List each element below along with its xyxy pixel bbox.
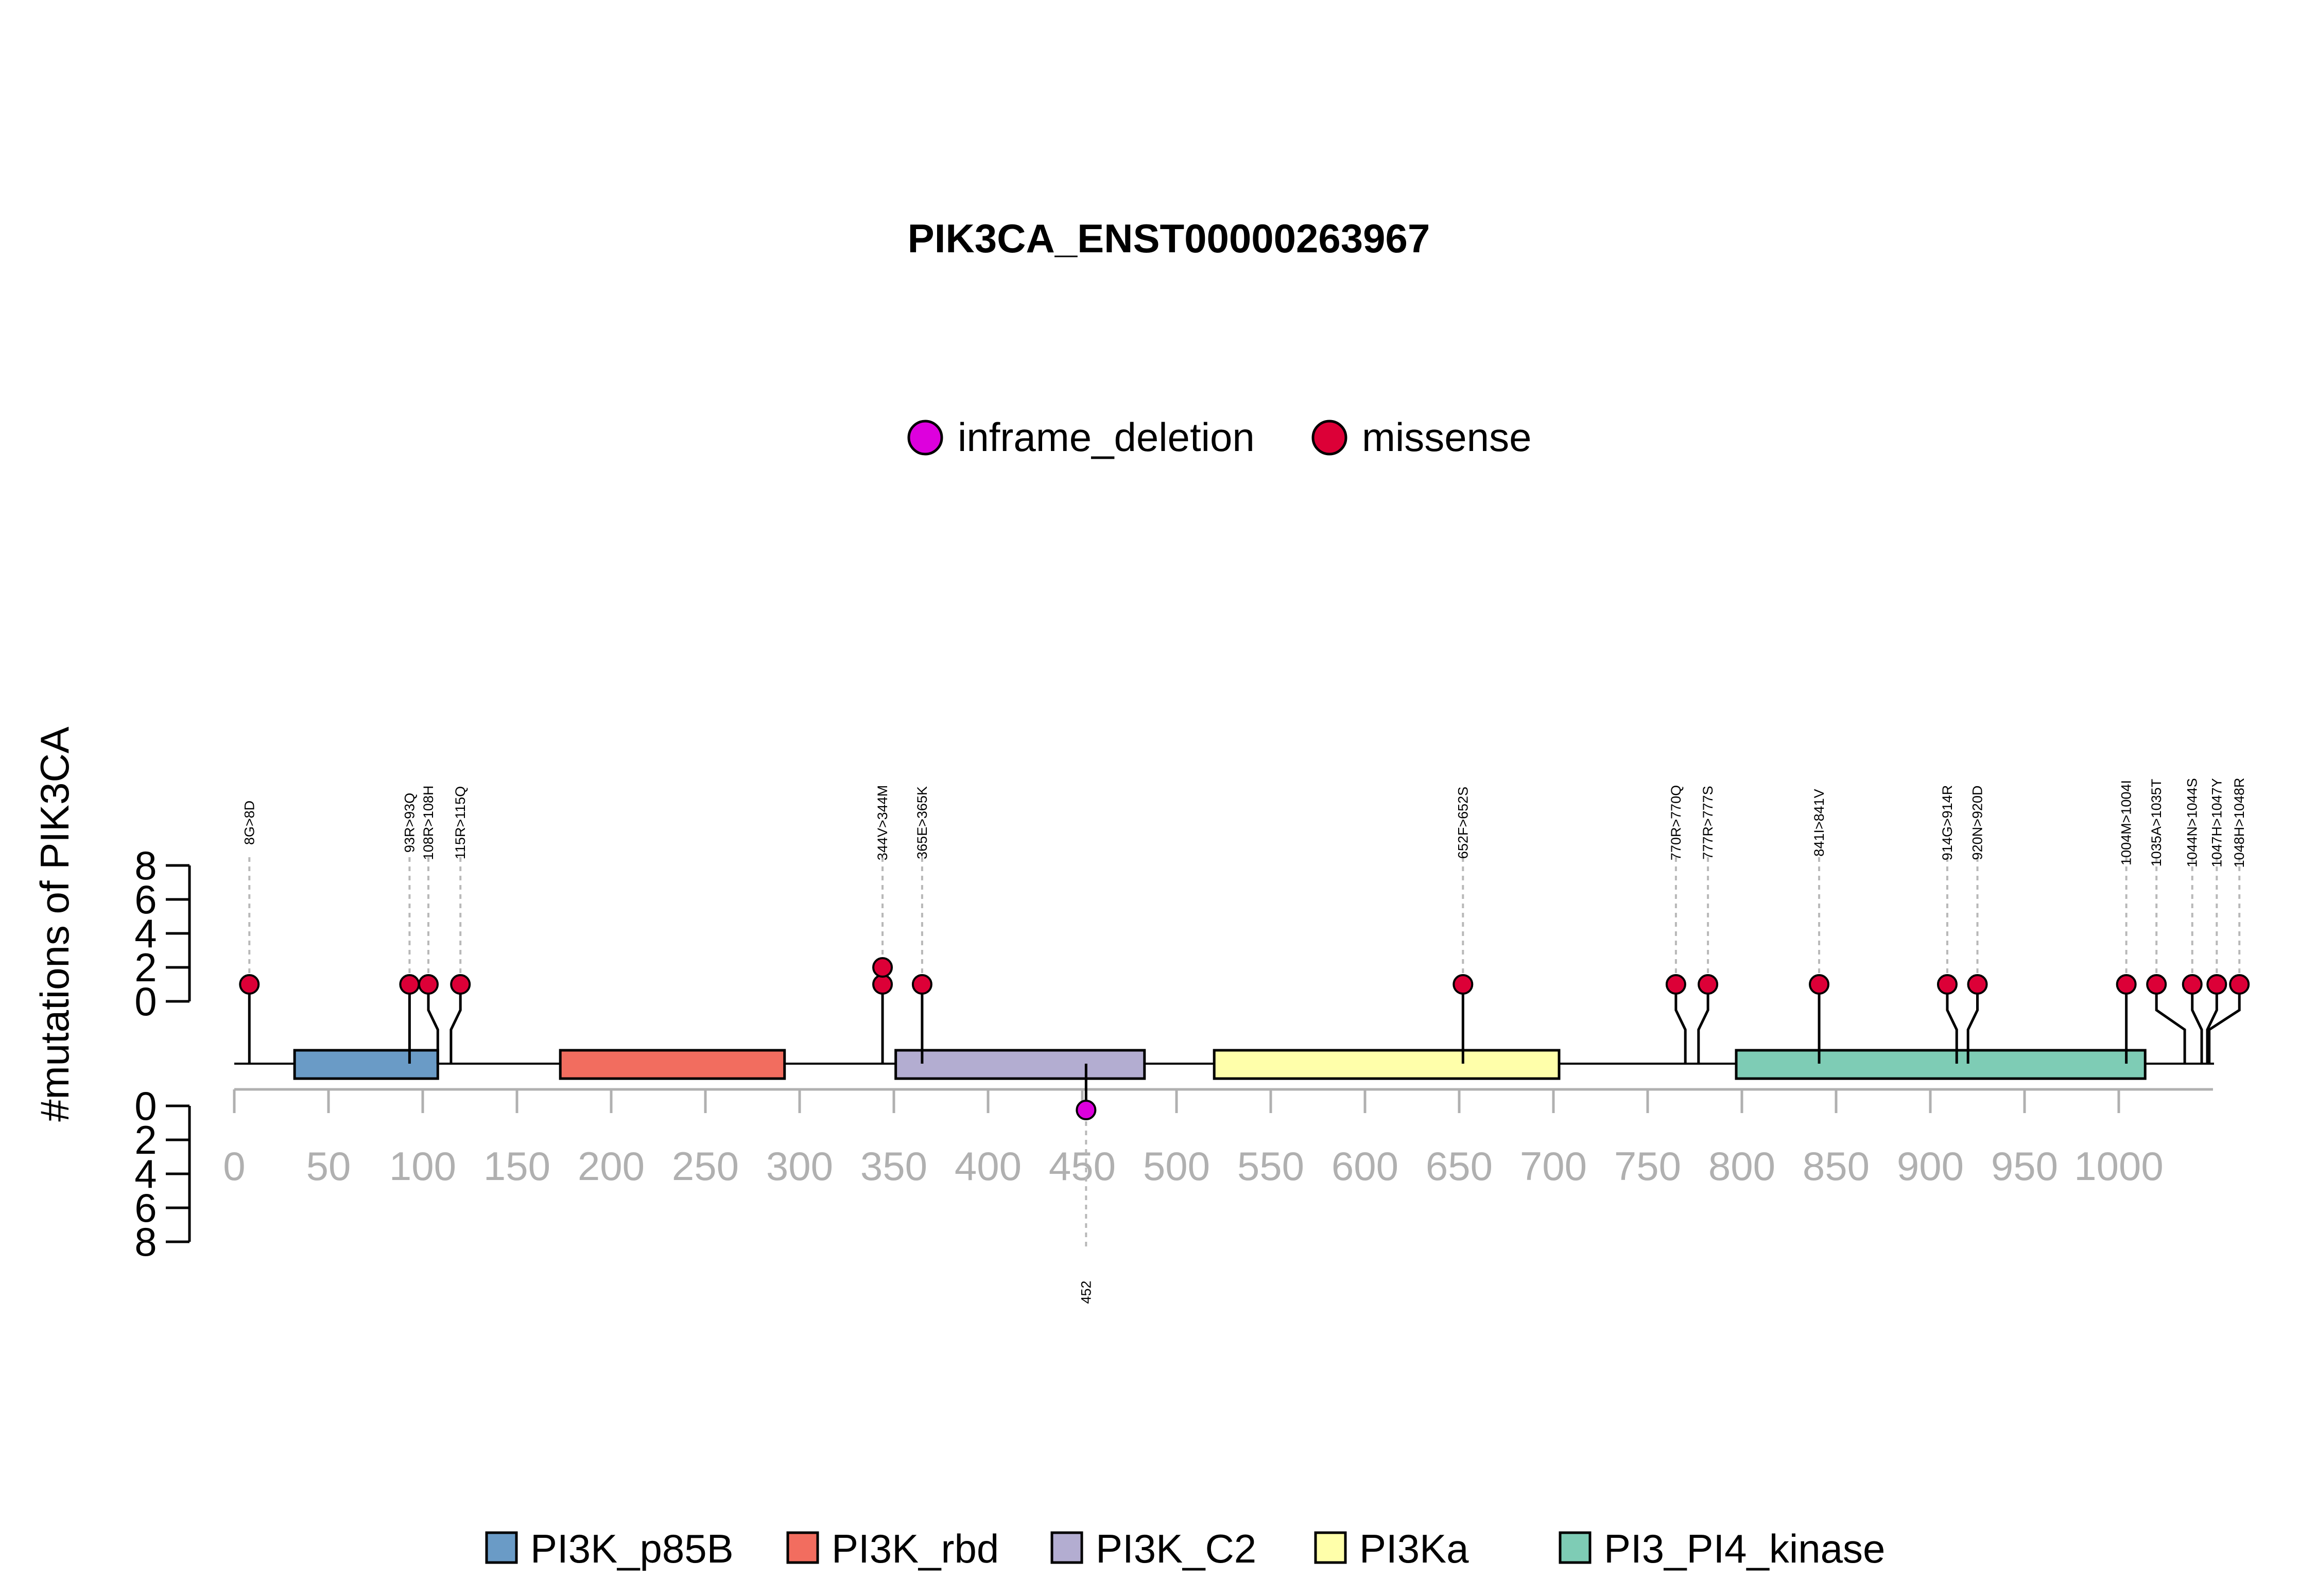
legend-inframe-deletion-marker [909, 421, 942, 454]
mutation-label: 1048H>1048R [2232, 778, 2247, 868]
mutation-label: 841I>841V [1811, 789, 1827, 856]
legend-label-pi3k-rbd: PI3K_rbd [832, 1526, 999, 1571]
x-tick-label: 400 [955, 1143, 1022, 1189]
legend-swatch-pi3k-p85b [487, 1533, 516, 1563]
mutation-marker-missense [913, 975, 931, 994]
x-tick-label: 1000 [2074, 1143, 2164, 1189]
x-tick-label: 300 [766, 1143, 833, 1189]
legend-inframe-deletion-label: inframe_deletion [958, 414, 1255, 460]
mutation-label: 1044N>1044S [2185, 778, 2200, 867]
mutation-label: 777R>777S [1700, 786, 1716, 859]
domain-legend: PI3K_p85B PI3K_rbd PI3K_C2 PI3Ka PI3_PI4_kin… [487, 1526, 1885, 1571]
mutation-marker-missense [419, 975, 438, 994]
mutation-marker-missense [451, 975, 470, 994]
x-tick-label: 250 [672, 1143, 739, 1189]
mutation-label: 920N>920D [1970, 786, 1985, 860]
x-tick-label: 200 [578, 1143, 645, 1189]
mutation-marker-missense [240, 975, 258, 994]
domain-pi3ka [1214, 1050, 1559, 1079]
domain-pi3k-c2 [896, 1050, 1145, 1079]
x-tick-label: 100 [389, 1143, 456, 1189]
mutation-marker-missense [2147, 975, 2166, 994]
mutation-marker-missense [1968, 975, 1987, 994]
mutation-stem [451, 984, 460, 1064]
mutation-marker-missense [1667, 975, 1685, 994]
x-tick-label: 950 [1991, 1143, 2058, 1189]
y-tick-label-bottom: 8 [134, 1219, 157, 1264]
mutation-stem [2209, 984, 2240, 1064]
x-tick-label: 150 [483, 1143, 550, 1189]
legend-label-pi3ka: PI3Ka [1359, 1526, 1469, 1571]
x-tick-label: 500 [1143, 1143, 1210, 1189]
x-tick-label: 750 [1614, 1143, 1681, 1189]
x-tick-label: 650 [1426, 1143, 1493, 1189]
mutation-marker-missense [1454, 975, 1472, 994]
mutation-marker-missense [2207, 975, 2226, 994]
mutation-label: 914G>914R [1940, 785, 1955, 860]
mutation-marker-inframe-deletion [1077, 1101, 1095, 1119]
mutation-marker-missense [1810, 975, 1828, 994]
x-tick-label: 850 [1803, 1143, 1870, 1189]
legend-label-pi3-pi4-kinase: PI3_PI4_kinase [1604, 1526, 1885, 1571]
x-tick-label: 600 [1332, 1143, 1398, 1189]
mutation-stem [1699, 984, 1708, 1064]
mutation-label: 1004M>1004I [2119, 780, 2134, 865]
legend-swatch-pi3k-rbd [788, 1533, 818, 1563]
mutation-marker-missense [2230, 975, 2249, 994]
x-tick-label: 800 [1708, 1143, 1775, 1189]
mutation-label: 8G>8D [241, 801, 257, 845]
mutation-label: 652F>652S [1455, 787, 1471, 859]
domain-pi3k-rbd [560, 1050, 785, 1079]
x-tick-label: 350 [860, 1143, 927, 1189]
mutation-marker-missense [873, 958, 892, 977]
legend-swatch-pi3ka [1316, 1533, 1345, 1563]
x-tick-label: 450 [1049, 1143, 1116, 1189]
mutation-marker-missense [1699, 975, 1717, 994]
mutation-label: 108R>108H [421, 786, 436, 860]
x-tick-label: 700 [1520, 1143, 1587, 1189]
x-tick-label: 50 [306, 1143, 351, 1189]
mutation-marker-missense [2117, 975, 2136, 994]
mutation-label: 452 [1078, 1280, 1094, 1304]
legend-missense-label: missense [1362, 414, 1531, 460]
legend-swatch-pi3k-c2 [1052, 1533, 1082, 1563]
mutation-label: 1035A>1035T [2149, 779, 2164, 866]
mutation-label: 344V>344M [875, 785, 890, 860]
legend-swatch-pi3-pi4-kinase [1560, 1533, 1590, 1563]
mutation-label: 1047H>1047Y [2209, 778, 2224, 867]
mutation-marker-missense [400, 975, 419, 994]
legend-label-pi3k-c2: PI3K_C2 [1096, 1526, 1256, 1571]
mutation-lollipops-top: 8G>8D 93R>93Q 108R>108H 115R>115Q 344V>344M 3… [240, 778, 2249, 1064]
protein-domains [295, 1050, 2145, 1079]
mutation-marker-missense [2183, 975, 2202, 994]
x-axis: 0 50 100 150 200 250 300 350 400 450 500 550 600 650 7… [223, 1089, 2213, 1189]
mutation-stem [2156, 984, 2185, 1064]
chart-title: PIK3CA_ENST00000263967 [908, 216, 1430, 261]
mutation-label: 770R>770Q [1668, 785, 1684, 860]
x-tick-label: 900 [1897, 1143, 1964, 1189]
domain-pi3-pi4-kinase [1736, 1050, 2145, 1079]
y-tick-label-top: 0 [134, 979, 157, 1024]
mutation-marker-missense [1938, 975, 1957, 994]
mutation-label: 115R>115Q [453, 786, 468, 859]
mutation-type-legend: inframe_deletion missense [909, 414, 1531, 460]
y-axis-label: #mutations of PIK3CA [32, 726, 77, 1121]
mutation-label: 365E>365K [914, 786, 930, 859]
domain-pi3k-p85b [295, 1050, 438, 1079]
mutation-stem [2192, 984, 2202, 1064]
legend-label-pi3k-p85b: PI3K_p85B [530, 1526, 734, 1571]
x-tick-label: 0 [223, 1143, 245, 1189]
mutation-label: 93R>93Q [402, 793, 417, 853]
x-tick-label: 550 [1237, 1143, 1304, 1189]
mutation-stem [1676, 984, 1685, 1064]
legend-missense-marker [1313, 421, 1346, 454]
mutation-marker-missense [873, 975, 892, 994]
